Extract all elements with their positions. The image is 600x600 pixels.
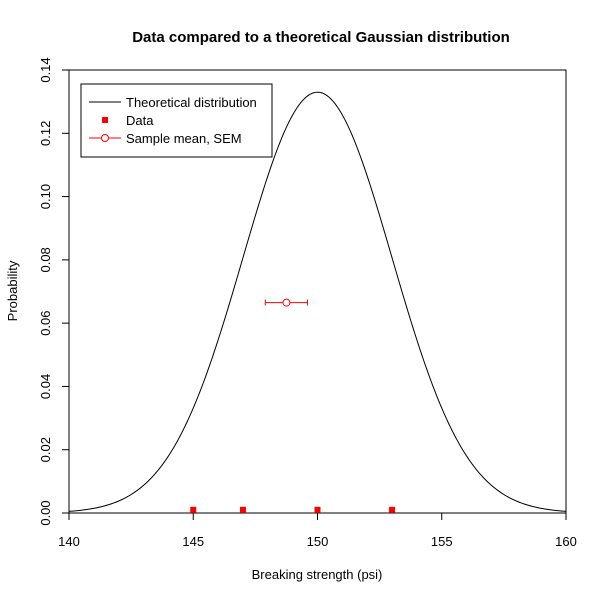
legend-box: [80, 83, 273, 158]
legend-label: Sample mean, SEM: [126, 131, 242, 146]
x-tick-label: 160: [555, 534, 577, 549]
chart-title: Data compared to a theoretical Gaussian …: [132, 29, 510, 46]
x-tick-label: 150: [307, 534, 329, 549]
y-tick-label: 0.00: [38, 500, 53, 525]
x-tick-label: 155: [431, 534, 453, 549]
legend-label: Data: [126, 113, 154, 128]
theoretical-curve: [68, 91, 567, 512]
x-axis-label: Breaking strength (psi): [252, 567, 383, 582]
plot-area: 140 145 150 155 160 0.00 0.02 0.04 0.06 0.08 0.10 0…: [38, 57, 577, 549]
y-tick-label: 0.08: [38, 247, 53, 272]
y-tick-label: 0.14: [38, 57, 53, 82]
sample-mean-point: [282, 298, 291, 307]
y-tick-label: 0.12: [38, 121, 53, 146]
y-tick-label: 0.02: [38, 437, 53, 462]
data-point: [239, 506, 246, 513]
y-axis-label: Probability: [5, 260, 20, 321]
data-point: [190, 506, 197, 513]
data-point: [314, 506, 321, 513]
legend-square-swatch: [102, 117, 108, 123]
x-tick-label: 140: [58, 534, 80, 549]
x-tick-label: 145: [182, 534, 204, 549]
y-tick-label: 0.06: [38, 310, 53, 335]
data-point: [389, 506, 396, 513]
y-tick-label: 0.04: [38, 374, 53, 399]
y-tick-label: 0.10: [38, 184, 53, 209]
legend-label: Theoretical distribution: [126, 95, 257, 110]
legend-circle-swatch: [101, 134, 109, 142]
